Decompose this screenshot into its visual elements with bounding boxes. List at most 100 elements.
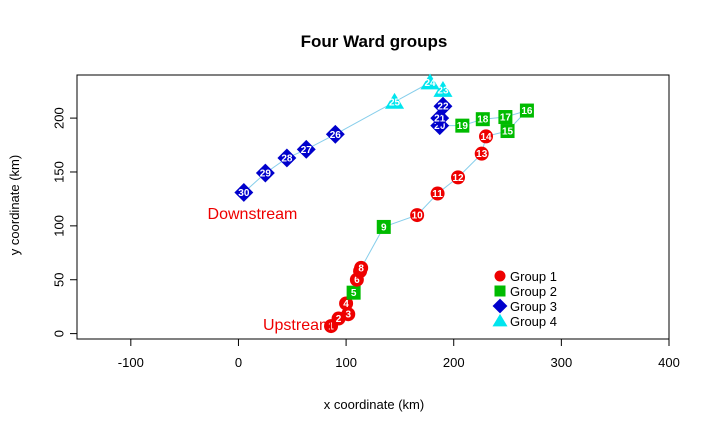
legend-marker-diamond: [492, 298, 508, 314]
point-label: 23: [437, 86, 449, 97]
data-point: 19: [455, 118, 470, 133]
legend-marker-triangle: [492, 313, 508, 327]
point-marker-circle: [354, 260, 369, 275]
point-marker-square: [498, 110, 513, 125]
point-label: 16: [521, 106, 533, 117]
plot-area-frame: [76, 74, 670, 340]
point-marker-triangle: [384, 92, 405, 109]
point-marker-square: [475, 112, 490, 127]
x-tick-label: 200: [443, 355, 465, 370]
chart-title: Four Ward groups: [301, 32, 448, 51]
point-label: 14: [480, 132, 492, 143]
point-label: 30: [238, 188, 250, 199]
point-label: 2: [336, 314, 342, 325]
legend-label: Group 4: [510, 314, 557, 329]
data-point: 5: [346, 285, 361, 300]
point-label: 28: [281, 153, 293, 164]
data-point: 26: [325, 124, 345, 144]
x-axis: -100 0 100 200 300 400: [118, 338, 680, 370]
point-label: 21: [434, 114, 446, 125]
point-marker-square: [346, 285, 361, 300]
legend-item: Group 1: [494, 269, 557, 284]
point-label: 29: [260, 169, 272, 180]
data-point: 25: [384, 92, 405, 109]
point-label: 9: [381, 222, 387, 233]
annotation-label: Upstream: [263, 317, 332, 334]
point-label: 11: [432, 189, 443, 200]
x-tick-label: -100: [118, 355, 144, 370]
data-point: 23: [433, 80, 453, 97]
point-marker-triangle: [420, 73, 440, 90]
point-label: 18: [477, 115, 489, 126]
x-tick-label: 0: [235, 355, 242, 370]
point-marker-diamond: [296, 139, 316, 159]
point-marker-triangle: [433, 80, 453, 97]
point-marker-circle: [474, 146, 489, 161]
point-marker-circle: [410, 208, 425, 223]
data-point: 22: [433, 96, 453, 116]
point-label: 1: [328, 322, 334, 333]
point-label: 13: [476, 149, 488, 160]
point-marker-circle: [479, 129, 494, 144]
point-marker-diamond: [433, 96, 453, 116]
point-marker-circle: [430, 186, 445, 201]
data-point: 16: [519, 103, 534, 118]
point-marker-circle: [341, 307, 356, 322]
x-tick-label: 100: [335, 355, 357, 370]
data-point: 3: [341, 307, 356, 322]
point-label: 5: [351, 288, 357, 299]
point-label: 19: [457, 121, 469, 132]
legend-marker-circle: [494, 270, 506, 282]
point-label: 15: [502, 127, 514, 138]
annotation-label: Downstream: [208, 206, 298, 223]
legend-item: Group 4: [492, 313, 557, 329]
data-point: 9: [376, 219, 391, 234]
data-point: 18: [475, 112, 490, 127]
data-point: 24: [420, 73, 440, 90]
data-point: 12: [451, 170, 466, 185]
point-label: 25: [389, 97, 401, 108]
legend-marker-square: [494, 285, 506, 297]
data-point: 11: [430, 186, 445, 201]
point-marker-diamond: [277, 148, 297, 168]
y-axis-label: y coordinate (km): [7, 155, 22, 255]
data-point: 14: [479, 129, 494, 144]
y-tick-label: 50: [51, 273, 66, 287]
point-label: 26: [330, 130, 342, 141]
point-label: 3: [345, 310, 351, 321]
data-point: 30: [234, 183, 254, 202]
legend-label: Group 3: [510, 299, 557, 314]
point-marker-square: [376, 219, 391, 234]
data-point: 17: [498, 110, 513, 125]
point-marker-diamond: [255, 163, 275, 183]
point-marker-square: [455, 118, 470, 133]
point-label: 6: [354, 275, 360, 286]
point-label: 24: [424, 78, 436, 89]
point-label: 10: [412, 211, 424, 222]
data-point: 10: [410, 208, 425, 223]
data-point: 8: [354, 260, 369, 275]
point-label: 4: [343, 299, 349, 310]
annotations-layer: Downstream Upstream: [208, 206, 333, 334]
legend-label: Group 2: [510, 284, 557, 299]
data-point: 4: [339, 296, 354, 311]
x-tick-label: 400: [658, 355, 680, 370]
data-point: 15: [500, 124, 515, 139]
point-marker-square: [519, 103, 534, 118]
y-axis: 0 50 100 150 200: [51, 107, 78, 337]
point-marker-circle: [451, 170, 466, 185]
data-point: 13: [474, 146, 489, 161]
legend-item: Group 3: [492, 298, 557, 314]
point-label: 8: [358, 263, 364, 274]
data-point: 27: [296, 139, 316, 159]
point-marker-circle: [339, 296, 354, 311]
point-label: 12: [452, 173, 464, 184]
data-point: 29: [255, 163, 275, 183]
point-marker-diamond: [325, 124, 345, 144]
y-tick-label: 200: [51, 107, 66, 129]
y-tick-label: 0: [51, 330, 66, 337]
data-point: 28: [277, 148, 297, 168]
